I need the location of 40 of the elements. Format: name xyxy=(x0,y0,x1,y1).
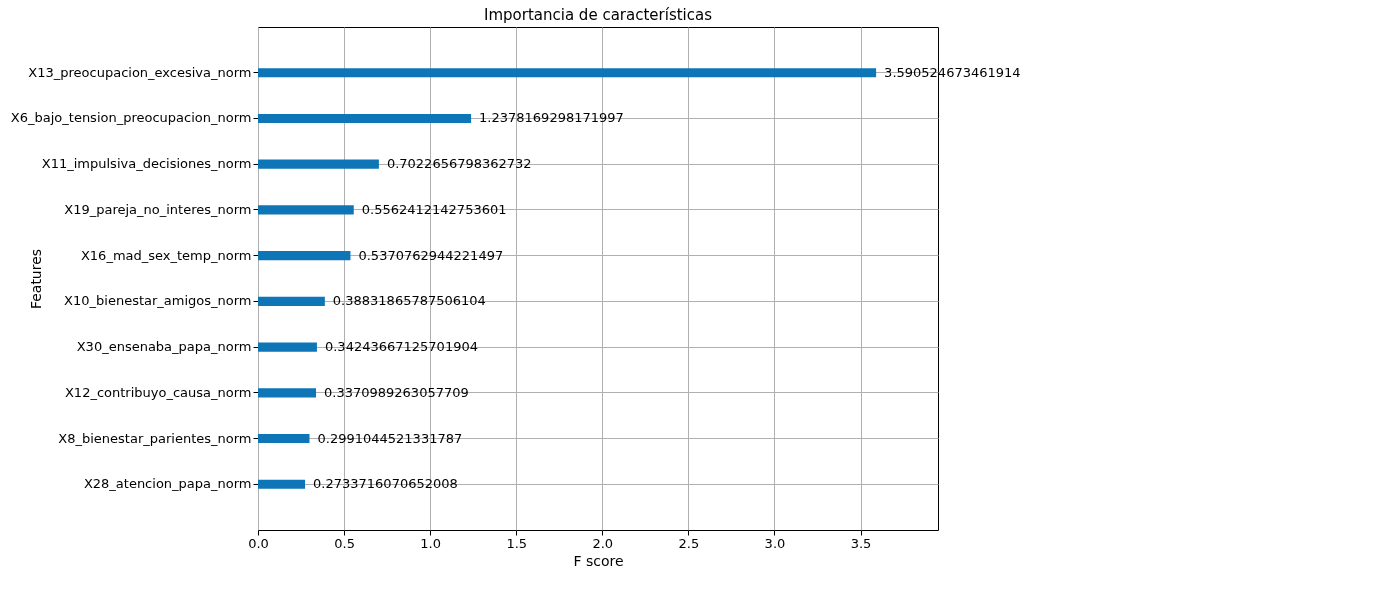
bar xyxy=(258,68,877,78)
chart-title: Importancia de características xyxy=(484,6,713,24)
x-tick-label: 3.0 xyxy=(764,535,786,551)
bar xyxy=(258,433,310,444)
x-tick-label: 0.0 xyxy=(248,535,269,551)
x-tick-label: 1.5 xyxy=(506,535,528,551)
y-axis-title: Features xyxy=(27,248,44,310)
y-tick-label: X6_bajo_tension_preocupacion_norm xyxy=(10,110,252,126)
bar xyxy=(258,388,317,398)
bar xyxy=(258,251,351,261)
y-tick-label: X19_pareja_no_interes_norm xyxy=(64,201,252,217)
bar xyxy=(258,113,472,124)
data-label: 0.2991044521331787 xyxy=(317,430,463,446)
data-label: 0.5562412142753601 xyxy=(361,201,507,217)
y-tick-label: X16_mad_sex_temp_norm xyxy=(80,247,252,263)
x-tick-label: 2.5 xyxy=(678,535,700,551)
data-label: 1.2378169298171997 xyxy=(479,110,624,126)
bar xyxy=(258,342,317,352)
bar xyxy=(258,479,306,489)
y-tick-label: X11_impulsiva_decisiones_norm xyxy=(41,156,252,172)
y-tick-label: X13_preocupacion_excesiva_norm xyxy=(28,64,252,80)
y-tick-label: X12_contribuyo_causa_norm xyxy=(64,384,252,400)
x-axis-title: F score xyxy=(573,552,624,569)
x-tick-label: 0.5 xyxy=(334,535,355,551)
bar xyxy=(258,205,354,215)
y-tick-label: X30_ensenaba_papa_norm xyxy=(76,339,252,355)
data-label: 0.5370762944221497 xyxy=(358,247,504,263)
data-label: 0.2733716070652008 xyxy=(313,476,458,492)
data-label: 0.7022656798362732 xyxy=(386,156,532,172)
bar xyxy=(258,296,325,306)
y-tick-label: X28_atencion_papa_norm xyxy=(83,476,252,492)
y-tick-label: X8_bienestar_parientes_norm xyxy=(58,430,252,446)
x-tick-label: 2.0 xyxy=(592,535,614,551)
x-tick-label: 3.5 xyxy=(850,535,872,551)
x-tick-label: 1.0 xyxy=(420,535,441,551)
data-label: 0.34243667125701904 xyxy=(324,339,478,355)
y-tick-label: X10_bienestar_amigos_norm xyxy=(64,293,252,309)
data-label: 0.38831865787506104 xyxy=(332,293,486,309)
bar xyxy=(258,159,379,169)
data-label: 0.3370989263057709 xyxy=(324,384,469,400)
